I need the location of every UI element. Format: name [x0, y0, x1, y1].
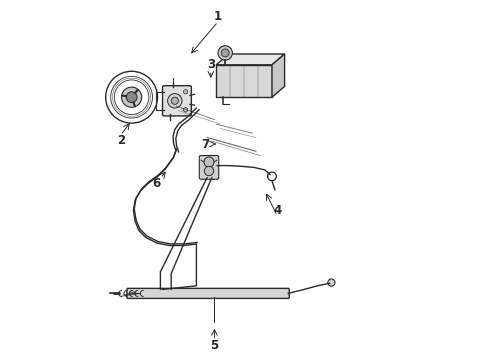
Circle shape	[204, 157, 214, 167]
Circle shape	[126, 92, 137, 103]
Circle shape	[328, 279, 335, 286]
Circle shape	[171, 97, 178, 104]
Polygon shape	[272, 54, 285, 97]
Text: 3: 3	[207, 58, 215, 71]
Text: 2: 2	[117, 134, 125, 147]
FancyBboxPatch shape	[127, 288, 289, 298]
Text: 4: 4	[273, 204, 282, 217]
Circle shape	[221, 49, 229, 57]
FancyBboxPatch shape	[199, 156, 219, 179]
Circle shape	[122, 87, 142, 107]
Circle shape	[218, 46, 232, 60]
Text: 5: 5	[210, 339, 219, 352]
FancyBboxPatch shape	[163, 86, 192, 116]
Circle shape	[204, 166, 214, 176]
Polygon shape	[216, 65, 272, 97]
Text: 1: 1	[214, 10, 222, 23]
Circle shape	[183, 108, 188, 112]
Circle shape	[183, 90, 188, 94]
Polygon shape	[216, 54, 285, 65]
Circle shape	[168, 94, 182, 108]
Text: 7: 7	[201, 138, 209, 150]
Text: 6: 6	[153, 177, 161, 190]
